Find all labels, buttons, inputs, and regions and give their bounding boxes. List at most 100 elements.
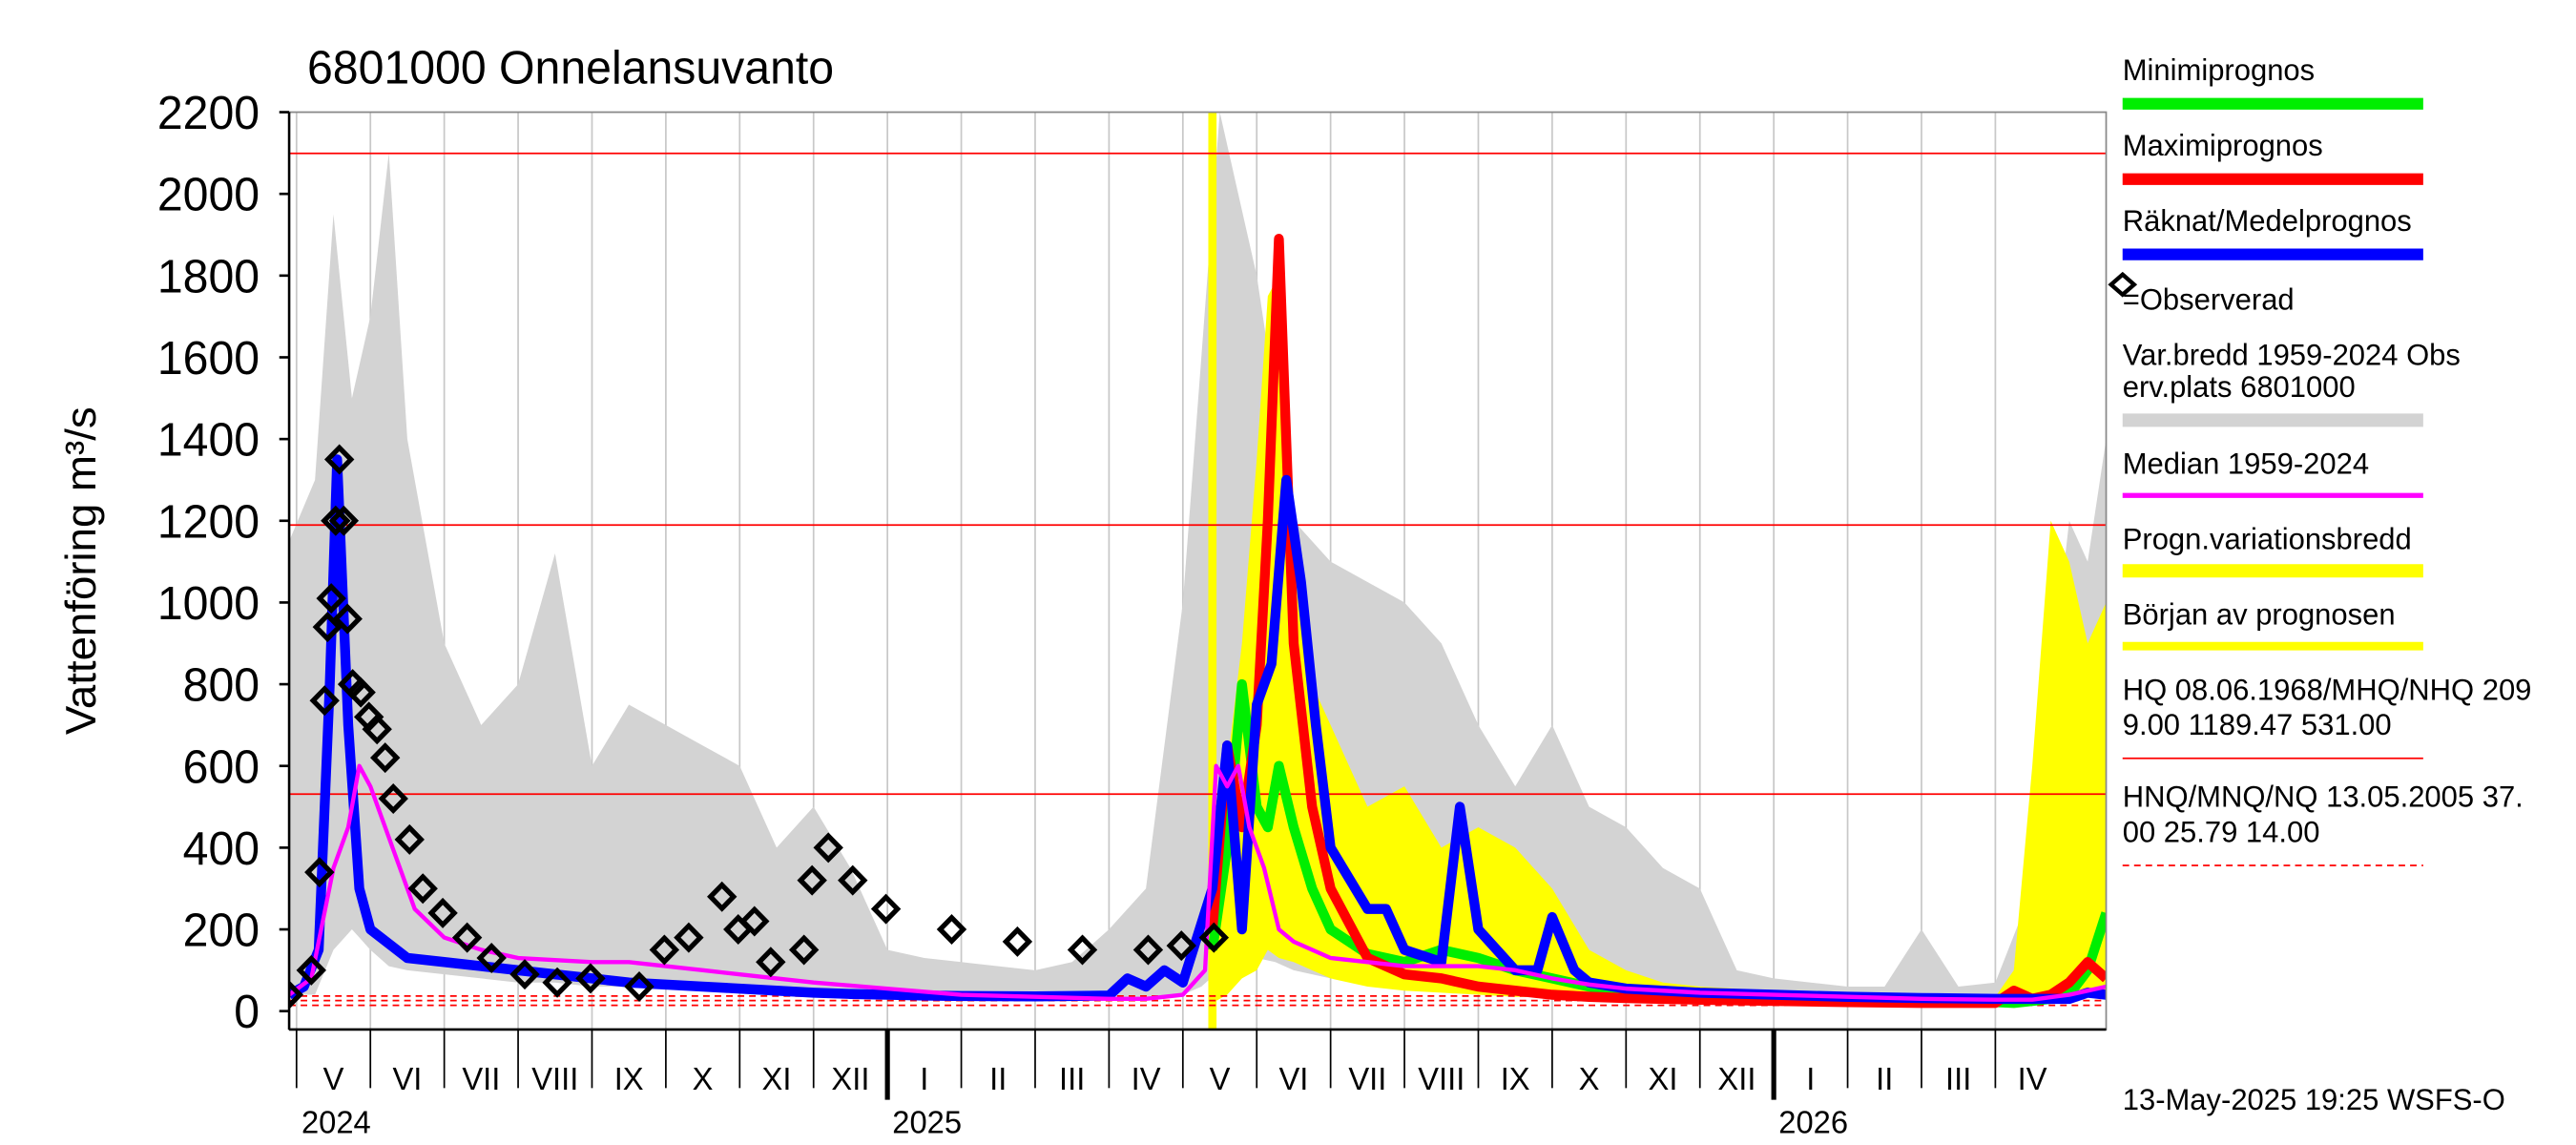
y-tick-label: 2000 [157, 169, 260, 221]
year-label: 2024 [301, 1104, 371, 1139]
y-tick-label: 600 [183, 741, 260, 794]
x-tick-label: XI [1649, 1061, 1678, 1096]
observed-point [328, 505, 360, 536]
y-tick-label: 1800 [157, 251, 260, 303]
y-tick-label: 1000 [157, 578, 260, 631]
y-axis-label: Vattenföring m³/s [56, 406, 105, 735]
y-tick-label: 1600 [157, 333, 260, 385]
observed-point [936, 914, 967, 946]
x-tick-label: XII [831, 1061, 869, 1096]
chart-title: 6801000 Onnelansuvanto [307, 42, 834, 94]
y-tick-label: 0 [234, 987, 260, 1039]
range-band [1212, 275, 2107, 1004]
x-tick-label: X [1579, 1061, 1600, 1096]
legend-label: Var.bredd 1959-2024 Obs [2123, 338, 2461, 371]
legend-label: Progn.variationsbredd [2123, 522, 2412, 555]
observed-point [575, 963, 606, 994]
x-tick-label: IV [1132, 1061, 1161, 1096]
observed-point [674, 922, 704, 953]
x-tick-label: VI [1278, 1061, 1308, 1096]
observed-point [362, 714, 392, 745]
observed-point [1198, 922, 1230, 953]
observed-point [788, 934, 820, 966]
x-tick-label: II [1876, 1061, 1893, 1096]
legend-marker [2108, 271, 2138, 298]
observed-point [509, 959, 540, 990]
observed-point [332, 603, 363, 635]
x-tick-label: IV [2018, 1061, 2047, 1096]
x-tick-label: III [1059, 1061, 1085, 1096]
legend-label: 00 25.79 14.00 [2123, 815, 2320, 848]
series-line [1207, 234, 2107, 1009]
x-tick-label: IX [614, 1061, 644, 1096]
x-tick-label: VIII [531, 1061, 578, 1096]
observed-point [813, 832, 843, 864]
y-tick-label: 400 [183, 823, 260, 876]
observed-point [394, 823, 425, 855]
legend-label: =Observerad [2123, 282, 2295, 316]
x-tick-label: X [693, 1061, 714, 1096]
series-line [289, 763, 2107, 1002]
observed-point [649, 934, 680, 966]
x-tick-label: V [323, 1061, 344, 1096]
observed-point [321, 505, 351, 536]
observed-point [427, 897, 458, 928]
observed-point [476, 943, 507, 974]
legend-label: HQ 08.06.1968/MHQ/NHQ 209 [2123, 673, 2532, 706]
observed-point [304, 857, 335, 888]
x-tick-label: VII [462, 1061, 500, 1096]
range-band [289, 112, 2107, 1004]
x-tick-label: XII [1717, 1061, 1755, 1096]
y-tick-label: 1200 [157, 496, 260, 549]
axes: 0 200 400 600 800 1000 1200 1400 1600 1800 2000 220… [157, 88, 2108, 1140]
y-tick-label: 1400 [157, 414, 260, 467]
x-tick-label: XI [762, 1061, 792, 1096]
observed-point [312, 612, 343, 643]
legend-label: Maximiprognos [2123, 129, 2323, 162]
observed-point [624, 970, 654, 1002]
y-tick-label: 800 [183, 659, 260, 712]
x-tick-label: VII [1348, 1061, 1386, 1096]
observed-point [323, 444, 355, 475]
observed-point [1166, 930, 1196, 962]
observed-point [1132, 934, 1164, 966]
x-tick-label: I [920, 1061, 928, 1096]
legend-label: erv.plats 6801000 [2123, 370, 2356, 404]
observed-point [542, 967, 572, 998]
observed-point [345, 677, 376, 708]
observed-point [378, 782, 408, 814]
x-tick-label: III [1945, 1061, 1971, 1096]
observed-point [870, 893, 902, 925]
y-tick-label: 2200 [157, 88, 260, 140]
observed-point [1067, 934, 1098, 966]
footer: 13-May-2025 19:25 WSFS-O [2123, 1083, 2505, 1116]
plot-area [289, 112, 2107, 1030]
x-tick-label: IX [1501, 1061, 1530, 1096]
x-tick-label: II [989, 1061, 1007, 1096]
x-tick-label: VIII [1418, 1061, 1465, 1096]
legend: Minimiprognos Maximiprognos Räknat/Medelpr… [2108, 53, 2532, 866]
legend-label: Räknat/Medelprognos [2123, 204, 2412, 238]
observed-point [838, 864, 868, 896]
observed-point [296, 954, 326, 986]
x-tick-label: V [1210, 1061, 1231, 1096]
legend-label: Minimiprognos [2123, 53, 2315, 87]
x-tick-label: I [1806, 1061, 1815, 1096]
year-label: 2026 [1778, 1104, 1848, 1139]
x-tick-label: VI [392, 1061, 422, 1096]
legend-label: 9.00 1189.47 531.00 [2123, 708, 2392, 741]
legend-label: Början av prognosen [2123, 597, 2396, 631]
observed-point [739, 906, 770, 937]
observed-point [451, 922, 483, 953]
y-tick-label: 200 [183, 905, 260, 957]
observed-point [756, 947, 786, 978]
observed-point [707, 881, 737, 912]
legend-label: Median 1959-2024 [2123, 447, 2369, 480]
year-label: 2025 [892, 1104, 962, 1139]
observed-point [1002, 926, 1033, 957]
legend-label: HNQ/MNQ/NQ 13.05.2005 37. [2123, 780, 2524, 813]
observed-point [407, 873, 438, 905]
observed-point [369, 742, 401, 774]
observed-point [797, 864, 827, 896]
